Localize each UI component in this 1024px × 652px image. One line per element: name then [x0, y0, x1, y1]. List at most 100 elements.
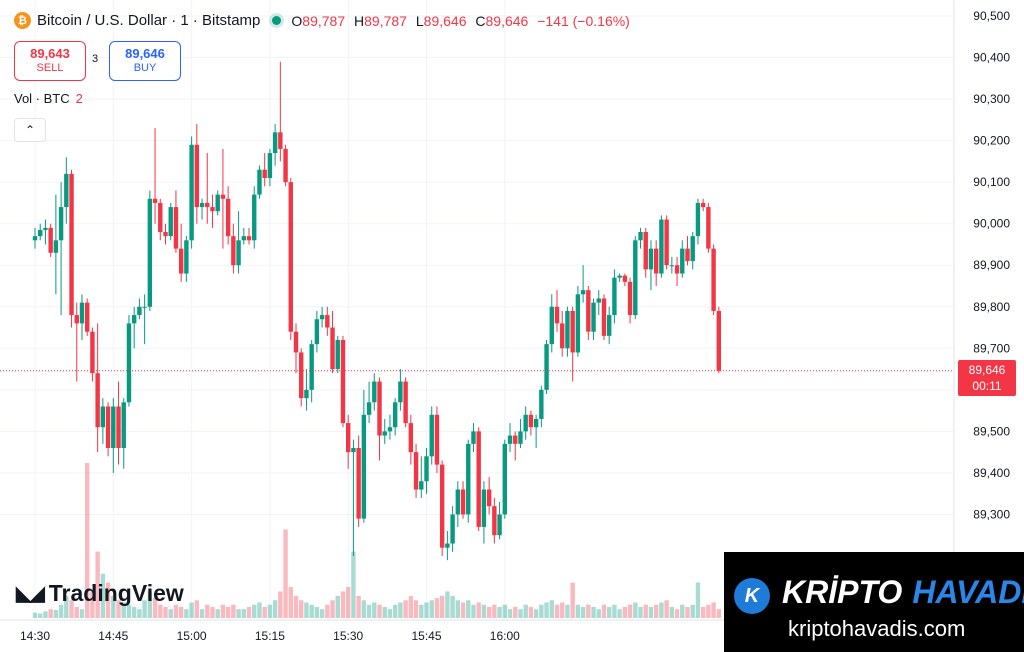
candle-body: [565, 310, 570, 349]
candle-body: [408, 423, 414, 453]
candle-body: [225, 198, 231, 237]
volume-bar: [413, 600, 419, 618]
volume-bar: [502, 604, 507, 618]
candle-body: [205, 202, 210, 208]
low-key: L: [415, 12, 424, 29]
price-tick-label: 89,500: [973, 424, 1010, 438]
candle-body: [633, 240, 638, 316]
volume-bar: [612, 604, 617, 618]
volume-bar: [674, 609, 680, 618]
candle-body: [460, 489, 466, 515]
collapse-legend-button[interactable]: ⌃: [14, 118, 46, 142]
volume-bar: [351, 551, 356, 618]
volume-bar: [596, 609, 601, 618]
candle-body: [664, 219, 669, 266]
volume-bar: [152, 598, 158, 618]
tradingview-logo[interactable]: ◣◢ TradingView: [16, 580, 184, 607]
candle-body: [601, 298, 607, 336]
sell-button[interactable]: 89,643 SELL: [14, 41, 86, 81]
volume-bar: [460, 602, 466, 618]
candle-body: [168, 207, 173, 237]
volume-bar: [236, 609, 241, 618]
candle-body: [163, 232, 168, 237]
volume-bar: [288, 587, 293, 618]
low-value: 89,646: [423, 12, 467, 29]
price-tick-label: 90,100: [973, 175, 1010, 189]
candle-body: [79, 302, 85, 324]
volume-bar: [434, 598, 440, 618]
candle-body: [476, 431, 481, 527]
volume-bar: [690, 604, 695, 618]
symbol-title[interactable]: Bitcoin / U.S. Dollar · 1 · Bitstamp: [37, 12, 261, 29]
spread-value: 3: [92, 53, 99, 65]
candle-body: [283, 148, 288, 183]
volume-bar: [137, 609, 142, 618]
volume-bar: [246, 606, 252, 618]
volume-bar: [293, 595, 299, 618]
candle-body: [544, 344, 549, 390]
volume-legend[interactable]: Vol · BTC 2: [14, 91, 83, 106]
volume-bar: [560, 602, 565, 618]
volume-bar: [653, 604, 659, 618]
candle-body: [586, 290, 591, 332]
candle-body: [643, 232, 648, 270]
volume-bar: [466, 600, 471, 618]
volume-bar: [716, 609, 722, 618]
candle-body: [669, 265, 675, 267]
candle-body: [361, 414, 367, 519]
volume-bar: [575, 604, 581, 618]
candle-body: [189, 144, 194, 241]
volume-value: 2: [75, 91, 83, 106]
candle-body: [288, 182, 293, 332]
volume-bar: [476, 602, 481, 618]
candle-body: [387, 427, 393, 432]
time-tick-label: 15:45: [411, 629, 441, 643]
volume-bar: [163, 606, 168, 618]
candle-body: [319, 315, 325, 320]
candle-body: [596, 298, 601, 303]
volume-bar: [194, 600, 200, 618]
volume-bar: [617, 609, 622, 618]
last-price-value: 89,646: [968, 363, 1006, 377]
candle-body: [507, 435, 513, 444]
volume-bar: [659, 602, 664, 618]
volume-bar: [90, 591, 95, 618]
candle-body: [304, 389, 309, 399]
volume-bar: [32, 612, 38, 618]
candle-body: [267, 153, 273, 178]
tradingview-mark-icon: ◣◢: [16, 583, 45, 605]
volume-bar: [361, 600, 367, 618]
candle-body: [38, 229, 43, 237]
volume-bar: [142, 600, 147, 618]
candle-body: [335, 340, 340, 370]
volume-bar: [685, 606, 690, 618]
tradingview-wordmark: TradingView: [48, 580, 184, 606]
candle-body: [560, 323, 565, 349]
candle-body: [231, 236, 236, 266]
candle-body: [700, 202, 706, 208]
time-tick-label: 15:15: [255, 629, 285, 643]
candle-body: [64, 173, 69, 208]
volume-bar: [325, 604, 330, 618]
volume-bar: [643, 604, 648, 618]
volume-bar: [346, 587, 351, 618]
volume-bar: [95, 551, 100, 618]
watermark-title-b: HAVADİS: [912, 574, 1024, 610]
candle-body: [95, 373, 100, 428]
candle-body: [105, 406, 111, 448]
volume-bar: [105, 582, 111, 618]
candle-body: [648, 248, 654, 270]
market-open-icon: [272, 16, 282, 25]
candle-body: [392, 402, 398, 428]
candle-body: [215, 194, 220, 212]
watermark-title: KRİPTOHAVADİS: [782, 574, 1024, 611]
candle-body: [366, 402, 372, 415]
candle-body: [539, 389, 544, 419]
bar-countdown: 00:11: [972, 379, 1002, 393]
candle-body: [638, 232, 643, 241]
volume-bar: [215, 609, 220, 618]
candle-body: [194, 144, 200, 208]
volume-bar: [523, 604, 528, 618]
buy-button[interactable]: 89,646 BUY: [109, 41, 181, 81]
high-value: 89,787: [364, 12, 407, 29]
